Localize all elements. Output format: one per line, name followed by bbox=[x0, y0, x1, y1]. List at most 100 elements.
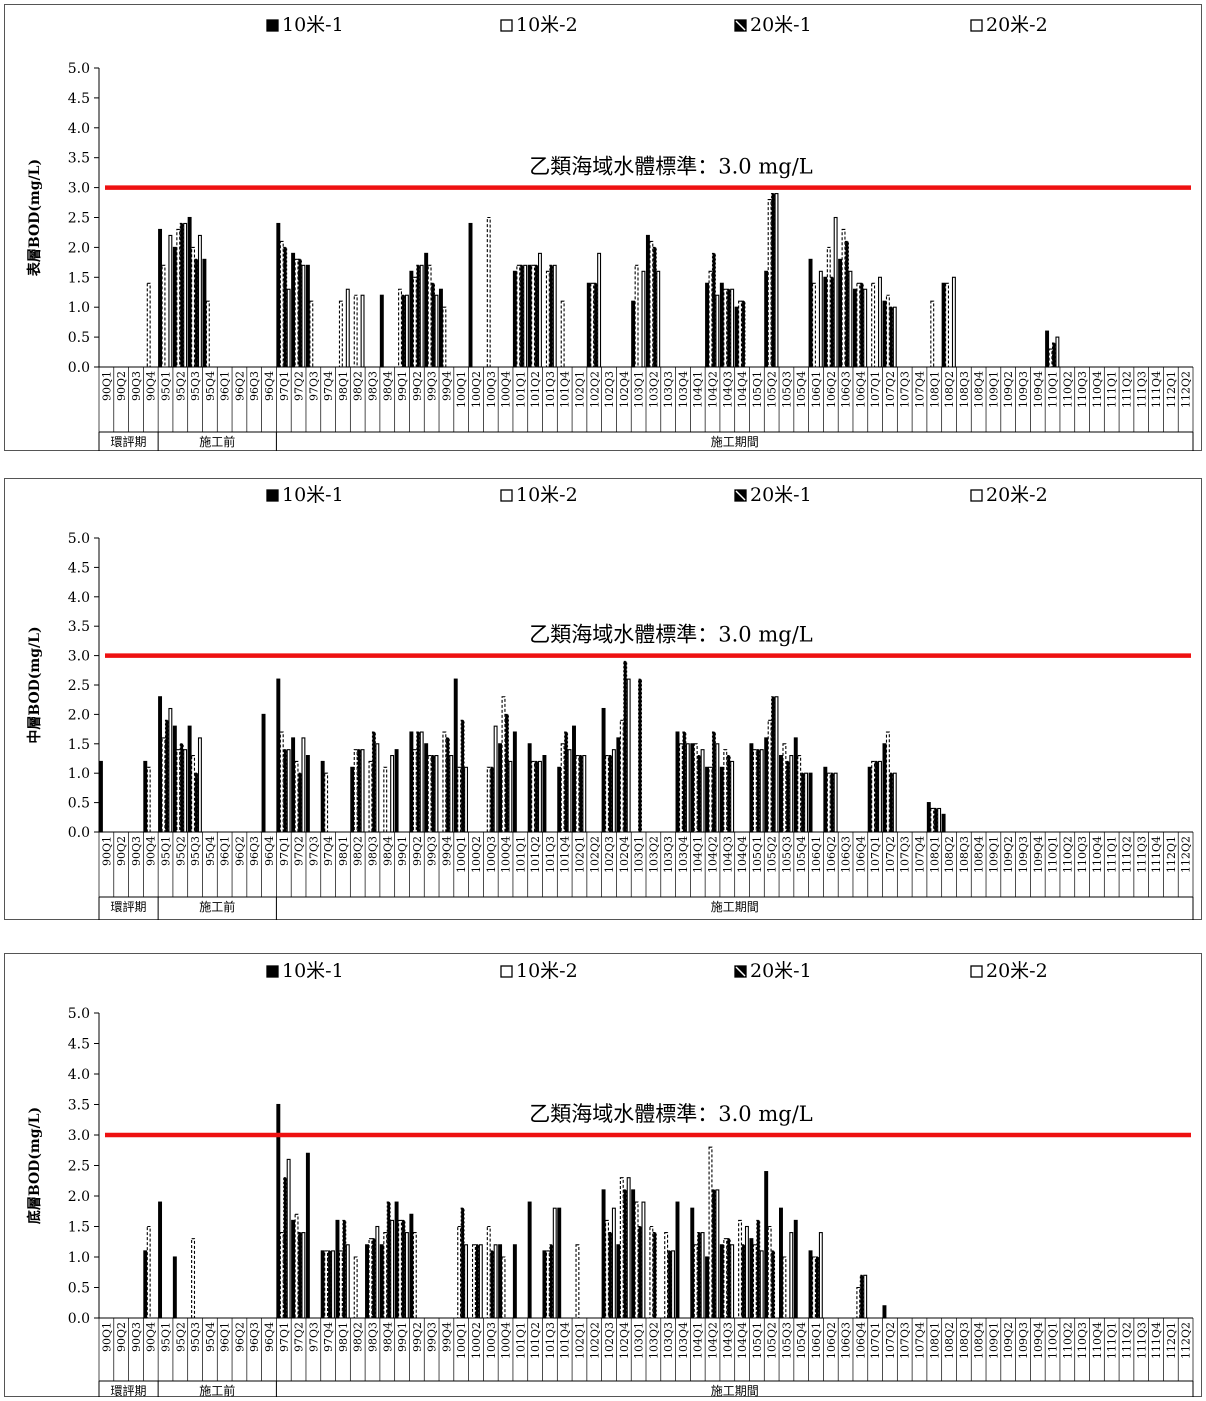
legend-label: 10米-2 bbox=[516, 960, 578, 982]
x-tick-label: 104Q1 bbox=[692, 836, 705, 873]
x-tick-label: 100Q3 bbox=[485, 836, 498, 873]
bar-1 bbox=[394, 1201, 399, 1319]
bar-3 bbox=[549, 264, 554, 368]
bar-4 bbox=[759, 1250, 764, 1319]
x-tick-label: 101Q4 bbox=[559, 371, 572, 408]
bar-4 bbox=[685, 743, 690, 833]
bar-1 bbox=[379, 294, 384, 368]
x-tick-label: 104Q3 bbox=[721, 1322, 734, 1359]
x-tick-label: 96Q3 bbox=[248, 371, 261, 401]
x-tick-label: 102Q2 bbox=[588, 1322, 601, 1359]
bar-2 bbox=[575, 1244, 580, 1319]
bar-4 bbox=[537, 760, 542, 833]
bar-1 bbox=[557, 1207, 562, 1319]
x-tick-label: 108Q2 bbox=[943, 836, 956, 873]
bar-4 bbox=[567, 749, 572, 833]
x-tick-label: 103Q2 bbox=[647, 1322, 660, 1359]
x-tick-label: 98Q3 bbox=[367, 1322, 380, 1352]
x-tick-label: 96Q1 bbox=[219, 371, 232, 401]
x-tick-label: 102Q3 bbox=[603, 836, 616, 873]
bar-1 bbox=[320, 760, 325, 833]
bar-4 bbox=[818, 270, 823, 368]
bar-4 bbox=[641, 270, 646, 368]
bar-1 bbox=[276, 222, 281, 368]
x-tick-label: 105Q1 bbox=[751, 371, 764, 408]
bar-4 bbox=[744, 1225, 749, 1319]
bar-3 bbox=[859, 1274, 864, 1319]
x-tick-label: 104Q3 bbox=[721, 836, 734, 873]
x-tick-label: 90Q3 bbox=[130, 1322, 143, 1352]
bar-1 bbox=[305, 264, 310, 368]
y-tick-label: 4.5 bbox=[68, 91, 90, 107]
bar-2 bbox=[826, 772, 831, 833]
x-tick-label: 106Q2 bbox=[825, 836, 838, 873]
bar-1 bbox=[172, 725, 177, 833]
bar-2 bbox=[930, 300, 935, 368]
x-tick-label: 110Q3 bbox=[1076, 1322, 1089, 1359]
bar-4 bbox=[301, 264, 306, 368]
bar-2 bbox=[205, 300, 210, 368]
bar-2 bbox=[812, 282, 816, 368]
x-tick-label: 107Q3 bbox=[899, 1322, 912, 1359]
x-tick-label: 103Q4 bbox=[677, 836, 690, 873]
x-tick-label: 102Q1 bbox=[573, 1322, 586, 1359]
x-tick-label: 107Q3 bbox=[899, 836, 912, 873]
bar-1 bbox=[616, 1244, 621, 1319]
x-tick-label: 112Q1 bbox=[1165, 836, 1178, 873]
bar-2 bbox=[353, 1256, 358, 1319]
bar-2 bbox=[649, 240, 654, 368]
bar-2 bbox=[841, 228, 846, 368]
y-tick-label: 0.5 bbox=[68, 330, 90, 346]
x-tick-label: 97Q4 bbox=[322, 836, 335, 866]
legend-hatch bbox=[735, 490, 746, 501]
bar-3 bbox=[283, 1177, 288, 1319]
x-tick-label: 104Q4 bbox=[736, 836, 749, 873]
bar-2 bbox=[885, 731, 890, 833]
bar-4 bbox=[434, 294, 439, 368]
x-tick-label: 108Q1 bbox=[928, 371, 941, 408]
bar-1 bbox=[557, 766, 562, 833]
x-tick-label: 97Q4 bbox=[322, 1322, 335, 1352]
bar-1 bbox=[158, 696, 163, 833]
bar-1 bbox=[143, 760, 148, 833]
x-tick-label: 106Q2 bbox=[825, 371, 838, 408]
bar-4 bbox=[789, 1232, 794, 1319]
bar-1 bbox=[143, 1250, 148, 1319]
x-tick-label: 97Q3 bbox=[307, 836, 320, 866]
bar-3 bbox=[327, 1250, 332, 1319]
x-tick-label: 103Q4 bbox=[677, 371, 690, 408]
bar-2 bbox=[427, 264, 432, 368]
bar-1 bbox=[749, 743, 754, 833]
bar-4 bbox=[878, 276, 882, 368]
bar-1 bbox=[764, 737, 769, 833]
x-tick-label: 111Q1 bbox=[1106, 371, 1119, 408]
x-tick-label: 96Q3 bbox=[248, 836, 261, 866]
bar-3 bbox=[933, 807, 938, 833]
x-tick-label: 106Q2 bbox=[825, 1322, 838, 1359]
bar-1 bbox=[705, 1256, 710, 1319]
x-tick-label: 99Q1 bbox=[396, 371, 409, 401]
period-label: 環評期 bbox=[111, 434, 147, 449]
bar-1 bbox=[261, 713, 266, 833]
bar-2 bbox=[634, 1201, 639, 1319]
bar-3 bbox=[830, 772, 835, 833]
bar-3 bbox=[771, 1250, 776, 1319]
y-tick-label: 2.5 bbox=[68, 211, 90, 227]
x-tick-label: 108Q2 bbox=[943, 1322, 956, 1359]
x-tick-label: 97Q1 bbox=[278, 1322, 291, 1352]
bar-3 bbox=[741, 300, 746, 368]
bar-1 bbox=[793, 737, 798, 833]
x-tick-label: 107Q2 bbox=[884, 371, 897, 408]
bar-3 bbox=[623, 660, 628, 833]
bar-2 bbox=[545, 1250, 550, 1319]
bar-4 bbox=[508, 760, 513, 833]
bar-2 bbox=[708, 270, 713, 368]
y-tick-label: 4.0 bbox=[68, 1067, 90, 1083]
legend-label: 20米-2 bbox=[986, 484, 1048, 506]
bar-4 bbox=[833, 772, 838, 833]
bar-4 bbox=[582, 755, 587, 833]
x-tick-label: 107Q1 bbox=[869, 836, 882, 873]
y-tick-label: 0.0 bbox=[68, 360, 90, 376]
bar-3 bbox=[371, 731, 376, 833]
x-tick-label: 99Q1 bbox=[396, 836, 409, 866]
